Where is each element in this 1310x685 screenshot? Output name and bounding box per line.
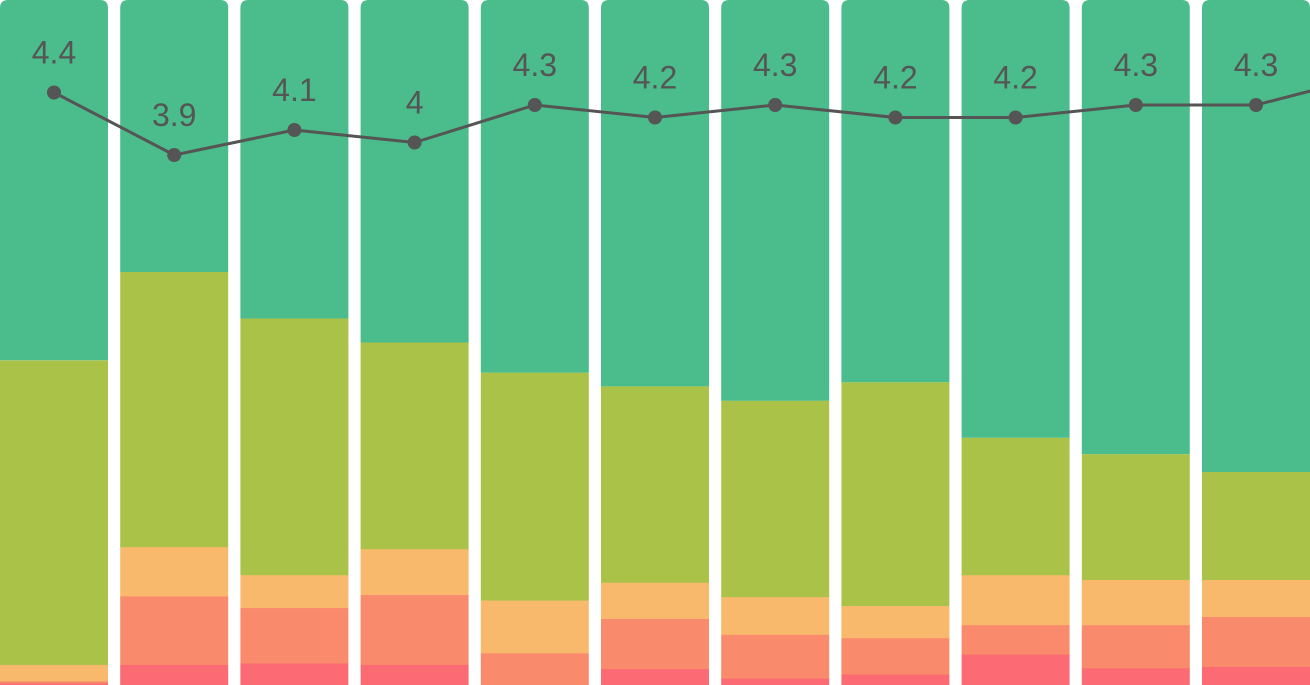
bar-segment xyxy=(1202,666,1310,685)
average-rating-label: 4.2 xyxy=(873,60,917,96)
bar-segment xyxy=(0,360,108,665)
bar-segment xyxy=(0,0,108,361)
bar-segment xyxy=(841,605,950,639)
average-rating-label: 4.2 xyxy=(633,60,677,96)
average-rating-point xyxy=(888,110,903,125)
bar-column xyxy=(961,0,1070,685)
average-rating-label: 4.4 xyxy=(32,35,76,71)
average-rating-label: 4.3 xyxy=(513,47,557,83)
average-rating-label: 4.2 xyxy=(993,60,1037,96)
bar-segment xyxy=(1081,454,1190,581)
bar-segment xyxy=(360,664,469,685)
bar-segment xyxy=(480,652,589,685)
bar-segment xyxy=(1202,616,1310,668)
bar-segment xyxy=(1081,624,1190,669)
bar-segment xyxy=(0,680,108,684)
bar-segment xyxy=(1202,0,1310,472)
bar-segment xyxy=(841,0,950,383)
bar-column xyxy=(360,0,469,685)
bar-segment xyxy=(961,574,1070,626)
bar-segment xyxy=(360,342,469,550)
bar-segment xyxy=(120,546,229,597)
average-rating-point xyxy=(1008,110,1023,125)
bar-segment xyxy=(120,271,229,548)
bar-segment xyxy=(601,0,709,387)
bar-segment xyxy=(601,582,709,620)
bar-segment xyxy=(841,674,950,685)
average-rating-point xyxy=(527,98,542,112)
bar-column xyxy=(721,0,830,685)
bar-segment xyxy=(240,663,349,685)
bar-column xyxy=(1202,0,1310,685)
bar-segment xyxy=(601,386,709,583)
bar-segment xyxy=(1202,471,1310,581)
bar-segment xyxy=(0,682,108,685)
average-rating-label: 3.9 xyxy=(152,97,196,133)
average-rating-series-line xyxy=(53,89,1310,157)
average-rating-label: 4.3 xyxy=(1114,47,1158,83)
average-rating-point xyxy=(1249,98,1263,112)
bar-segment xyxy=(721,0,830,401)
bar-segment xyxy=(1081,579,1190,626)
bar-segment xyxy=(240,318,349,576)
bar-segment xyxy=(0,664,108,682)
average-rating-point xyxy=(47,85,61,100)
average-rating-point xyxy=(287,123,302,137)
bar-segment xyxy=(721,634,830,679)
average-rating-line xyxy=(47,85,1310,162)
bar-segment xyxy=(120,664,229,685)
average-rating-point xyxy=(768,98,783,112)
bar-segment xyxy=(961,654,1070,685)
bar-segment xyxy=(961,0,1070,438)
bar-segment xyxy=(961,624,1070,655)
average-rating-label: 4.3 xyxy=(753,47,797,83)
bar-segment xyxy=(961,437,1070,576)
average-rating-point xyxy=(167,148,182,162)
bar-segment xyxy=(480,0,589,373)
bar-segment xyxy=(240,574,349,609)
bar-segment xyxy=(480,600,589,654)
average-rating-point xyxy=(1128,98,1143,112)
average-rating-label: 4.1 xyxy=(272,72,316,108)
bar-segment xyxy=(601,618,709,670)
bar-segment xyxy=(1081,0,1190,455)
bar-segment xyxy=(721,596,830,635)
bar-column xyxy=(480,0,589,685)
bar-segment xyxy=(721,400,830,598)
bar-segment xyxy=(360,548,469,596)
bar-segment xyxy=(841,382,950,607)
bar-column xyxy=(601,0,709,685)
bar-column xyxy=(841,0,950,685)
bar-segment xyxy=(721,678,830,685)
bar-segment xyxy=(1081,667,1190,685)
bar-segment xyxy=(1202,579,1310,617)
bar-segment xyxy=(480,372,589,601)
bar-segment xyxy=(120,0,229,272)
bar-column xyxy=(120,0,229,685)
bar-segment xyxy=(841,637,950,675)
bar-segment xyxy=(240,607,349,664)
average-rating-label: 4 xyxy=(406,85,424,121)
average-rating-labels: 4.4 3.9 4.1 4 4.3 4.2 4.3 4.2 4.2 4.3 4.3 xyxy=(32,35,1278,134)
bar-column xyxy=(0,0,108,685)
bar-column xyxy=(1081,0,1190,685)
average-rating-point xyxy=(407,135,422,150)
bar-column xyxy=(240,0,349,685)
bar-segment xyxy=(240,0,349,319)
bar-segment xyxy=(360,0,469,343)
average-rating-point xyxy=(648,110,662,125)
bar-segment xyxy=(360,594,469,665)
average-rating-label: 4.3 xyxy=(1234,47,1278,83)
bar-segment xyxy=(120,595,229,665)
bar-segment xyxy=(601,668,709,685)
